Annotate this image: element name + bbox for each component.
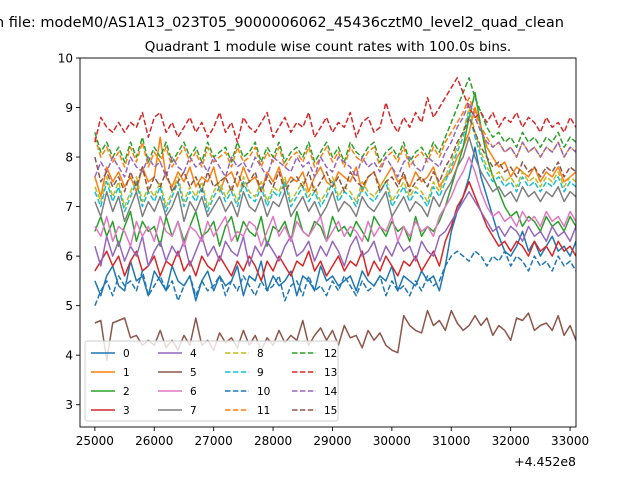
x-tick-label: 30000 — [373, 434, 411, 448]
series-layer — [94, 77, 576, 361]
legend-label-6: 6 — [190, 386, 197, 398]
series-line-5 — [94, 309, 576, 361]
y-tick-label: 7 — [65, 200, 73, 214]
legend-label-12: 12 — [324, 348, 337, 360]
legend-label-9: 9 — [257, 367, 264, 379]
series-line-0 — [94, 146, 576, 302]
legend-label-5: 5 — [190, 367, 197, 379]
series-line-3 — [94, 181, 576, 282]
y-tick-label: 3 — [65, 398, 73, 412]
y-tick-label: 9 — [65, 101, 73, 115]
series-line-13 — [94, 77, 576, 143]
series-line-6 — [94, 156, 576, 247]
series-line-7 — [94, 136, 576, 223]
y-tick-label: 5 — [65, 299, 73, 313]
series-line-12 — [94, 77, 576, 163]
series-line-9 — [94, 111, 576, 213]
y-tick-label: 4 — [65, 349, 73, 363]
series-line-11 — [94, 96, 576, 168]
x-tick-label: 28000 — [254, 434, 292, 448]
series-line-15 — [94, 116, 576, 193]
legend-label-0: 0 — [123, 348, 130, 360]
series-line-10 — [94, 250, 576, 306]
legend-label-2: 2 — [123, 386, 130, 398]
series-line-2 — [94, 91, 576, 247]
series-line-1 — [94, 106, 576, 198]
legend-label-7: 7 — [190, 405, 197, 417]
y-tick-label: 8 — [65, 151, 73, 165]
legend-label-8: 8 — [257, 348, 264, 360]
x-offset-label: +4.452e8 — [514, 454, 576, 469]
y-axis: 3 4 5 6 7 8 9 10 — [58, 52, 80, 412]
x-axis: 25000 26000 27000 28000 29000 30000 31000 32000… — [76, 427, 589, 448]
x-tick-label: 29000 — [313, 434, 351, 448]
legend-label-3: 3 — [123, 405, 130, 417]
plot-frame — [79, 57, 577, 428]
chart-suptitle: n file: modeM0/AS1A13_023T05_9000006062_… — [0, 15, 564, 31]
x-tick-label: 31000 — [432, 434, 470, 448]
legend-label-14: 14 — [324, 386, 338, 398]
x-tick-label: 33000 — [551, 434, 589, 448]
x-tick-label: 26000 — [135, 434, 173, 448]
x-tick-label: 27000 — [195, 434, 233, 448]
series-line-8 — [94, 106, 576, 208]
legend-label-15: 15 — [324, 405, 337, 417]
y-tick-label: 6 — [65, 250, 73, 264]
x-tick-label: 32000 — [492, 434, 530, 448]
chart-title: Quadrant 1 module wise count rates with … — [145, 39, 511, 55]
legend-label-13: 13 — [324, 367, 337, 379]
legend-label-11: 11 — [257, 405, 270, 417]
legend-label-1: 1 — [123, 367, 130, 379]
x-tick-label: 25000 — [76, 434, 114, 448]
series-line-4 — [94, 190, 576, 267]
legend-label-4: 4 — [190, 348, 197, 360]
y-tick-label: 10 — [58, 52, 73, 66]
legend-frame — [84, 340, 339, 422]
legend-label-10: 10 — [257, 386, 270, 398]
